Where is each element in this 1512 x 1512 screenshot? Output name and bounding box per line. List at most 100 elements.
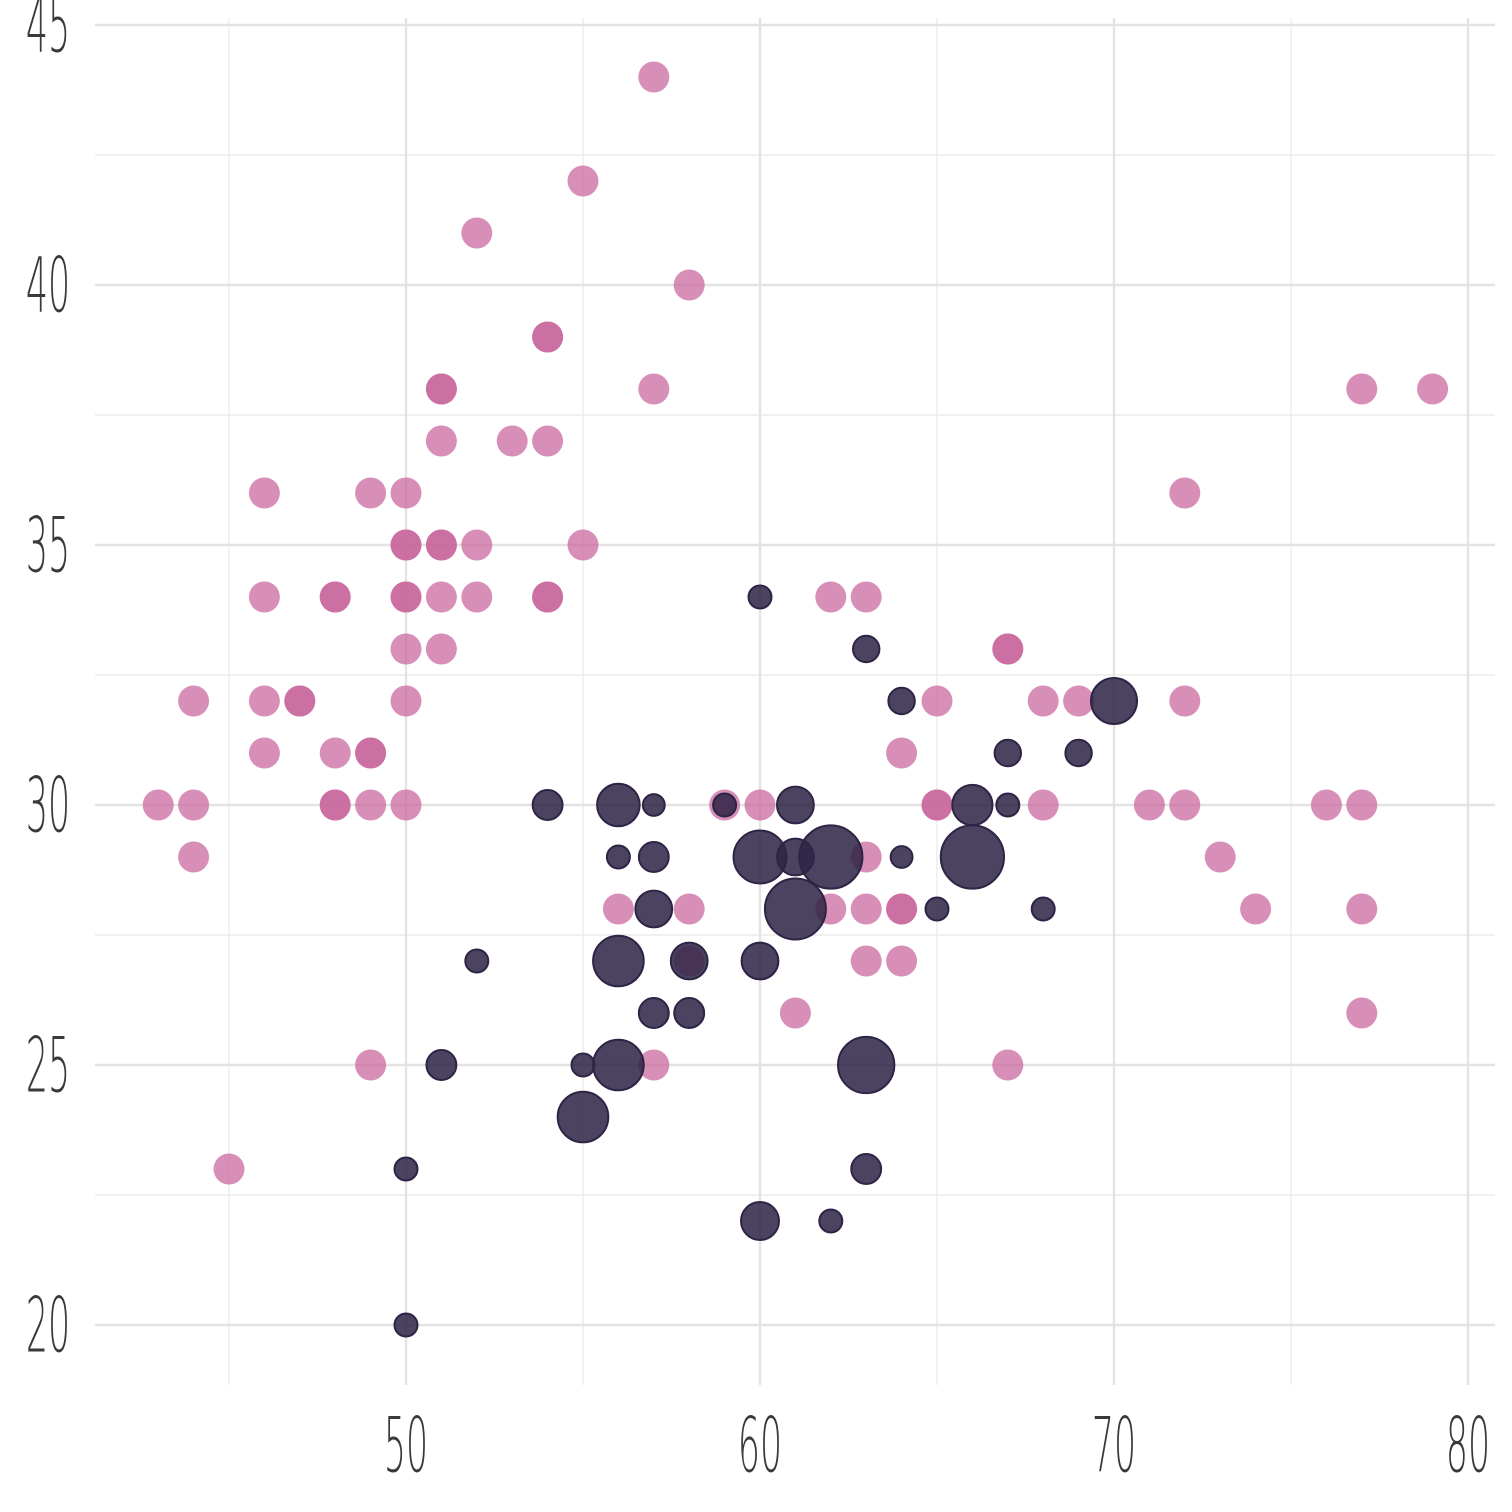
- major-gridlines: [95, 18, 1495, 1385]
- data-point: [1169, 685, 1201, 717]
- data-point: [532, 581, 564, 613]
- data-point: [673, 893, 705, 925]
- data-point: [993, 738, 1023, 768]
- data-point: [248, 477, 280, 509]
- data-point: [992, 633, 1024, 665]
- data-point: [1310, 789, 1342, 821]
- data-point: [592, 1038, 645, 1092]
- data-point: [567, 529, 599, 561]
- data-point: [818, 1208, 844, 1234]
- y-tick-label: 30: [26, 761, 70, 850]
- data-point: [532, 425, 564, 457]
- data-point: [605, 844, 631, 870]
- data-point: [939, 824, 1006, 890]
- data-point: [284, 685, 316, 717]
- data-point: [178, 841, 210, 873]
- data-point: [393, 1156, 419, 1182]
- data-point: [921, 789, 953, 821]
- data-point: [951, 783, 994, 827]
- data-point: [355, 1049, 387, 1081]
- data-point: [390, 685, 422, 717]
- data-point: [850, 581, 882, 613]
- data-point: [319, 581, 351, 613]
- data-point: [995, 792, 1021, 818]
- data-point: [779, 997, 811, 1029]
- y-tick-label: 45: [26, 0, 70, 69]
- data-point: [1346, 997, 1378, 1029]
- data-point: [776, 785, 815, 825]
- x-axis-tick-labels: 50 60 70 80: [384, 1401, 1490, 1490]
- data-point: [1030, 896, 1056, 922]
- data-point: [461, 529, 493, 561]
- data-point: [712, 792, 738, 818]
- data-point: [319, 789, 351, 821]
- data-point: [851, 634, 881, 664]
- y-axis-tick-labels: 20 25 30 35 40 45: [26, 0, 70, 1369]
- data-point: [178, 789, 210, 821]
- data-point: [142, 789, 174, 821]
- data-point: [924, 896, 950, 922]
- y-tick-label: 35: [26, 501, 70, 590]
- data-point: [1169, 477, 1201, 509]
- data-point: [744, 789, 776, 821]
- data-point: [602, 893, 634, 925]
- data-point: [763, 877, 827, 941]
- data-point: [886, 893, 918, 925]
- data-point: [641, 793, 666, 817]
- data-point: [1133, 789, 1165, 821]
- data-point: [1063, 685, 1095, 717]
- data-point: [570, 1052, 596, 1078]
- data-point: [531, 789, 564, 821]
- data-point: [461, 581, 493, 613]
- data-point: [637, 997, 670, 1029]
- y-tick-label: 40: [26, 241, 70, 330]
- data-point: [425, 581, 457, 613]
- data-point: [248, 581, 280, 613]
- series-dark-points: [393, 584, 1138, 1338]
- data-point: [1027, 685, 1059, 717]
- data-point: [850, 1153, 883, 1185]
- data-point: [1204, 841, 1236, 873]
- data-point: [637, 841, 670, 873]
- data-point: [425, 633, 457, 665]
- data-point: [992, 1049, 1024, 1081]
- data-point: [1169, 789, 1201, 821]
- data-point: [1346, 373, 1378, 405]
- x-tick-label: 80: [1446, 1401, 1490, 1490]
- data-point: [355, 737, 387, 769]
- data-point: [634, 889, 674, 929]
- y-tick-label: 25: [26, 1021, 70, 1110]
- data-point: [556, 1090, 610, 1144]
- data-point: [464, 948, 490, 974]
- data-point: [638, 373, 670, 405]
- data-point: [393, 1312, 419, 1338]
- data-point: [496, 425, 528, 457]
- data-point: [1064, 738, 1093, 768]
- series-pink-points: [142, 61, 1449, 1185]
- data-point: [921, 685, 953, 717]
- data-point: [886, 737, 918, 769]
- data-point: [596, 782, 641, 828]
- data-point: [213, 1153, 245, 1185]
- data-point: [798, 824, 864, 890]
- data-point: [1346, 789, 1378, 821]
- data-point: [390, 477, 422, 509]
- data-point: [178, 685, 210, 717]
- x-tick-label: 60: [738, 1401, 782, 1490]
- data-point: [425, 529, 457, 561]
- x-tick-label: 50: [384, 1401, 428, 1490]
- data-point: [889, 845, 914, 869]
- data-point: [669, 941, 709, 981]
- data-point: [887, 686, 916, 716]
- data-point: [1346, 893, 1378, 925]
- data-point: [638, 61, 670, 93]
- data-point: [532, 321, 564, 353]
- data-point: [425, 373, 457, 405]
- data-point: [1240, 893, 1272, 925]
- data-point: [248, 737, 280, 769]
- data-point: [1417, 373, 1449, 405]
- data-point: [355, 789, 387, 821]
- data-point: [837, 1035, 896, 1095]
- data-point: [390, 581, 422, 613]
